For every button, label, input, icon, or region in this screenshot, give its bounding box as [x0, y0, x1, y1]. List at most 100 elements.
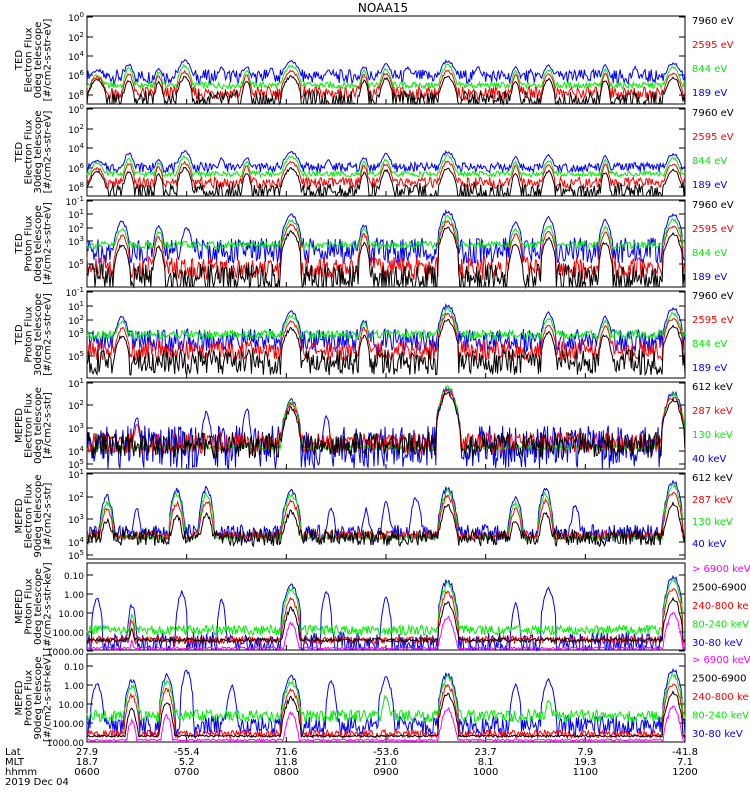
- x-tick-hhmm: 0800: [274, 767, 299, 778]
- y-tick-exponent: 1: [80, 468, 84, 476]
- legend-entry: 612 keV: [692, 473, 733, 484]
- legend-entry: 189 eV: [692, 180, 727, 191]
- legend-entry: > 6900 keV: [692, 655, 750, 666]
- legend-entry: 30-80 keV: [692, 638, 743, 649]
- y-axis-label: TEDElectron Flux30deg telescope[#/cm2-s-…: [14, 110, 54, 193]
- panel-frame: [86, 653, 686, 743]
- y-tick-label: 100: [68, 11, 84, 24]
- y-tick-exponent: 8: [80, 89, 84, 97]
- y-tick-label: 101: [68, 208, 84, 221]
- y-label-line: 0deg telescope: [33, 387, 44, 464]
- y-tick-label: 1.00: [64, 682, 84, 692]
- y-tick-base: 0.10: [64, 663, 84, 673]
- y-tick-label: 102: [68, 222, 84, 235]
- y-tick-label: 102: [68, 491, 84, 504]
- x-tick-mlt: 11.8: [275, 757, 297, 768]
- y-tick-label: 104: [68, 142, 84, 155]
- y-tick-base: 10: [68, 92, 80, 102]
- x-tick-mlt: 7.1: [677, 757, 693, 768]
- y-tick-label: 101: [68, 300, 84, 313]
- y-tick-exponent: 4: [80, 50, 85, 58]
- y-axis-label: TEDProton Flux0deg telescope[#/cm2-s-str…: [14, 202, 54, 285]
- panel-3: TEDProton Flux0deg telescope[#/cm2-s-str…: [14, 195, 734, 289]
- panel-5: MEPEDElectron Flux0deg telescope[#/cm2-s…: [14, 377, 733, 471]
- x-row-label: Lat: [5, 747, 21, 758]
- x-tick-hhmm: 1000: [473, 767, 498, 778]
- y-tick-label: 105: [68, 350, 84, 363]
- y-tick-exponent: 5: [80, 549, 84, 557]
- legend-entry: 2500-6900: [692, 583, 747, 594]
- y-tick-label: 104: [68, 536, 84, 549]
- y-tick-base: 10: [68, 380, 80, 390]
- y-tick-label: 106: [68, 69, 84, 82]
- y-label-line: 90deg telescope: [33, 656, 44, 739]
- y-label-line: [#/cm2-s-str-eV]: [43, 19, 54, 102]
- panel-2: TEDElectron Flux30deg telescope[#/cm2-s-…: [14, 103, 734, 198]
- x-tick-lat: -41.8: [672, 747, 698, 758]
- y-tick-exponent: 3: [80, 327, 84, 335]
- series-line-green: [86, 215, 686, 251]
- y-label-line: [#/cm2-s-str]: [43, 392, 54, 459]
- y-tick-exponent: 1: [80, 208, 84, 216]
- y-tick-base: 0.10: [64, 572, 84, 582]
- y-tick-label: 102: [68, 314, 84, 327]
- legend-entry: 2595 eV: [692, 132, 734, 143]
- series-line-green: [86, 577, 686, 637]
- x-tick-lat: -53.6: [373, 747, 399, 758]
- y-label-line: 0deg telescope: [33, 568, 44, 645]
- y-tick-base: 10: [66, 289, 78, 299]
- x-row-label: hhmm: [5, 767, 37, 778]
- y-tick-base: 10: [68, 471, 80, 481]
- legend-entry: 287 keV: [692, 406, 733, 417]
- y-tick-base: 10: [68, 330, 80, 340]
- series-line-blue: [86, 302, 686, 354]
- series-line-magenta: [87, 705, 686, 743]
- y-tick-label: 108: [68, 89, 84, 102]
- y-tick-label: 104: [68, 50, 84, 63]
- y-tick-base: 10: [68, 184, 80, 194]
- legend-entry: 844 eV: [692, 248, 727, 259]
- y-tick-base: 10: [68, 72, 80, 82]
- y-tick-exponent: 4: [80, 536, 85, 544]
- legend-entry: 189 eV: [692, 363, 727, 374]
- y-tick-exponent: 3: [80, 513, 84, 521]
- series-line-black: [86, 166, 686, 198]
- y-tick-base: 10: [68, 211, 80, 221]
- y-label-line: Electron Flux: [24, 393, 35, 458]
- legend-entry: 844 eV: [692, 64, 727, 75]
- y-tick-label: 1.00: [64, 591, 84, 601]
- y-label-line: MEPED: [14, 498, 25, 533]
- x-tick-lat: 71.6: [275, 747, 297, 758]
- y-tick-label: 10.00: [58, 610, 84, 620]
- y-tick-base: 10: [68, 303, 80, 313]
- x-tick-lat: -55.4: [174, 747, 200, 758]
- series-line-blue: [86, 574, 686, 652]
- y-tick-base: 10: [68, 145, 80, 155]
- y-label-line: 30deg telescope: [33, 293, 44, 376]
- series-line-black: [86, 75, 686, 106]
- y-tick-base: 100.00: [53, 629, 85, 639]
- y-tick-label: 101: [68, 468, 84, 481]
- y-tick-label: 105: [68, 458, 84, 471]
- panel-4: TEDProton Flux30deg telescope[#/cm2-s-st…: [14, 286, 734, 379]
- y-tick-label: 10-1: [66, 195, 84, 208]
- y-label-line: 30deg telescope: [33, 110, 44, 193]
- y-tick-label: 104: [68, 445, 84, 458]
- legend-entry: 240-800 ke: [692, 692, 749, 703]
- series-line-blue: [86, 667, 686, 738]
- x-tick-mlt: 21.0: [375, 757, 397, 768]
- y-tick-base: 100.00: [53, 720, 85, 730]
- series-line-magenta: [87, 611, 686, 651]
- y-label-line: MEPED: [14, 589, 25, 624]
- y-label-line: TED: [14, 233, 25, 254]
- y-label-line: MEPED: [14, 680, 25, 715]
- y-tick-base: 10: [68, 165, 80, 175]
- y-tick-label: 105: [68, 258, 84, 271]
- y-tick-base: 10.00: [58, 610, 84, 620]
- figure-title: NOAA15: [358, 1, 408, 15]
- y-tick-base: 10: [68, 126, 80, 136]
- y-label-line: [#/cm2-s-str-eV]: [43, 293, 54, 376]
- y-tick-exponent: 4: [80, 142, 85, 150]
